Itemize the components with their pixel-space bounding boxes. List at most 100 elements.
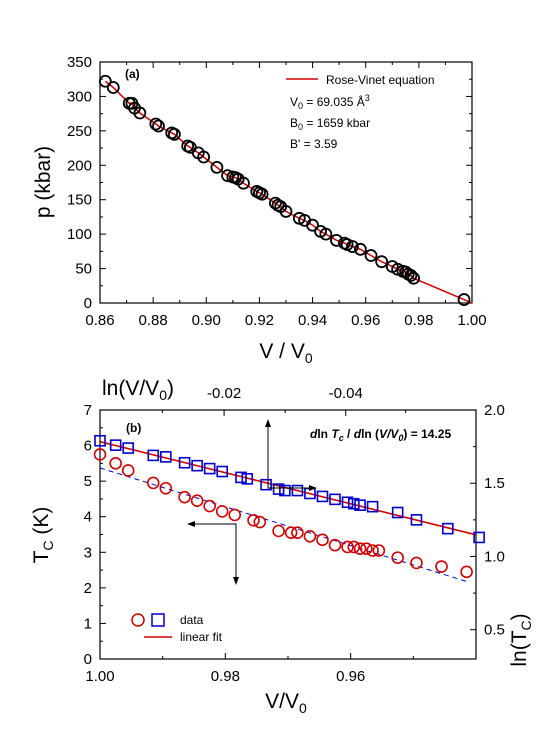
panel-b-frame (99, 409, 477, 660)
panel-b-circle-point (341, 540, 354, 554)
legend-square-marker (151, 613, 165, 627)
panel-a-data-point (346, 240, 359, 253)
panel-a-data-point (353, 242, 367, 256)
panel-a-data-point (98, 74, 112, 88)
panel-b-y-label: TC (K) (30, 507, 56, 564)
panel-b-top-tick-label: -0.04 (329, 385, 363, 402)
panel-b-square-point (241, 473, 254, 485)
panel-b-square-point (473, 531, 485, 544)
left-axis-arrow (187, 521, 239, 585)
panel-b-square-point (341, 496, 354, 509)
panel-b-square-point (147, 449, 160, 462)
panel-b-y-tick-label: 3 (84, 544, 92, 561)
panel-b-circle-point (228, 508, 242, 522)
panel-b-square-point (366, 500, 379, 513)
panel-a-data-point (106, 81, 120, 94)
panel-a-data-point (279, 205, 293, 218)
panel-b-slope-annotation: dln Tc / dln (V/V0) = 14.25 (310, 427, 451, 443)
panel-b-square-point (279, 484, 291, 497)
panel-a-y-tick-label: 350 (67, 54, 92, 71)
panel-b-circle-point (121, 464, 135, 477)
panel-b-circle-point (159, 481, 173, 495)
panel-b-x-tick-label: 0.96 (336, 668, 365, 685)
panel-a-y-tick-label: 50 (75, 261, 92, 278)
panel-a-data-point (237, 176, 250, 190)
panel-b-square-point (316, 490, 329, 503)
panel-a-data-point (404, 269, 418, 282)
panel-b-x-tick-label: 0.98 (211, 668, 240, 685)
panel-b-circle-points (93, 448, 473, 579)
panel-a-legend-fit-label: Rose-Vinet equation (326, 73, 435, 87)
panel-b-circle-point (272, 524, 285, 538)
panel-a: 0.86 0.88 0.90 0.92 0.94 0.96 0.98 1.00 0 50 100 1… (32, 54, 487, 366)
panel-a-data-point (306, 218, 319, 232)
panel-b-square-point (272, 483, 285, 495)
panel-a-legend: Rose-Vinet equation V0 = 69.035 Å3 B0 = … (286, 73, 435, 151)
panel-a-data-point (197, 150, 211, 164)
panel-b-circle-point (410, 556, 423, 570)
panel-b-circle-point (284, 526, 298, 540)
panel-a-y-label: p (kbar) (32, 146, 55, 218)
panel-b-circle-point (460, 565, 473, 579)
panel-a-data-point (364, 249, 378, 262)
panel-a-param-v0: V0 = 69.035 Å3 (290, 93, 370, 111)
panel-b-square-point (109, 439, 122, 451)
panel-b-circle-point (109, 457, 122, 470)
legend-data-label: data (180, 613, 204, 627)
panel-a-data-point (167, 127, 181, 141)
panel-a-x-tick-label: 0.88 (139, 312, 168, 329)
panel-b-top-x-label: ln(V/V0) (102, 377, 174, 403)
panel-b-square-point (122, 442, 134, 454)
panel-a-y-tick-label: 200 (67, 157, 92, 174)
panel-a-frame (99, 61, 473, 304)
panel-a-data-point (375, 255, 389, 269)
panel-b-circle-point (253, 515, 267, 529)
panel-a-param-b0: B0 = 1659 kbar (290, 116, 370, 132)
panel-a-x-tick-label: 0.90 (192, 312, 221, 329)
panel-b-circle-point (328, 538, 342, 552)
panel-a-x-tick-label: 0.98 (404, 312, 433, 329)
panel-b-square-point (391, 506, 404, 519)
panel-b-circle-point (93, 448, 107, 461)
panel-b-top-tick-label: -0.02 (207, 385, 241, 402)
panel-b-square-point (441, 522, 454, 535)
panel-b-right-ticks: 0.5 1.0 1.5 2.0 (470, 402, 505, 639)
panel-a-data-point (330, 233, 343, 247)
panel-a-y-ticks: 0 50 100 150 200 250 300 350 (67, 54, 472, 312)
panel-a-data-point (152, 119, 165, 133)
panel-a-data-points (98, 74, 471, 306)
panel-b-x-tick-label: 1.00 (85, 668, 114, 685)
panel-b-square-point (191, 459, 203, 472)
panel-b-circle-point (435, 560, 448, 573)
panel-b-y-tick-label: 0 (84, 651, 92, 668)
panel-a-label: (a) (125, 67, 140, 81)
panel-b-right-y-label: ln(TC) (508, 613, 534, 666)
panel-b-y-ticks: 0 1 2 3 4 5 6 7 (84, 402, 106, 668)
panel-b-circle-point (316, 533, 329, 547)
panel-a-data-point (133, 106, 147, 120)
panel-b-square-point (347, 497, 360, 510)
panel-b-square-point (260, 478, 272, 491)
panel-a-data-point (457, 293, 471, 306)
panel-a-data-point (149, 117, 163, 131)
panel-b-y-tick-label: 1 (84, 615, 92, 632)
panel-b-right-tick-label: 0.5 (484, 622, 505, 639)
panel-b-circle-point (215, 505, 229, 518)
panel-a-data-point (255, 187, 269, 201)
panel-b-square-point (235, 471, 247, 484)
panel-a-y-tick-label: 250 (67, 123, 92, 140)
panel-b-y-tick-label: 4 (84, 509, 92, 526)
panel-b-square-point (216, 465, 228, 478)
panel-a-x-label: V / V0 (259, 340, 313, 366)
legend-circle-marker (131, 613, 145, 627)
panel-b-right-tick-label: 1.5 (484, 475, 505, 492)
panel-b-top-ticks: -0.02 -0.04 (161, 385, 407, 416)
panel-a-data-point (407, 271, 420, 285)
panel-b-circle-point (190, 494, 204, 508)
panel-b-square-point (178, 456, 191, 469)
panel-a-x-ticks: 0.86 0.88 0.90 0.92 0.94 0.96 0.98 1.00 (85, 62, 487, 329)
panel-a-y-tick-label: 150 (67, 192, 92, 209)
panel-a-y-tick-label: 0 (84, 295, 92, 312)
panel-b-x-ticks: 1.00 0.98 0.96 (85, 653, 414, 685)
panel-b-x-label: V/V0 (265, 690, 307, 716)
